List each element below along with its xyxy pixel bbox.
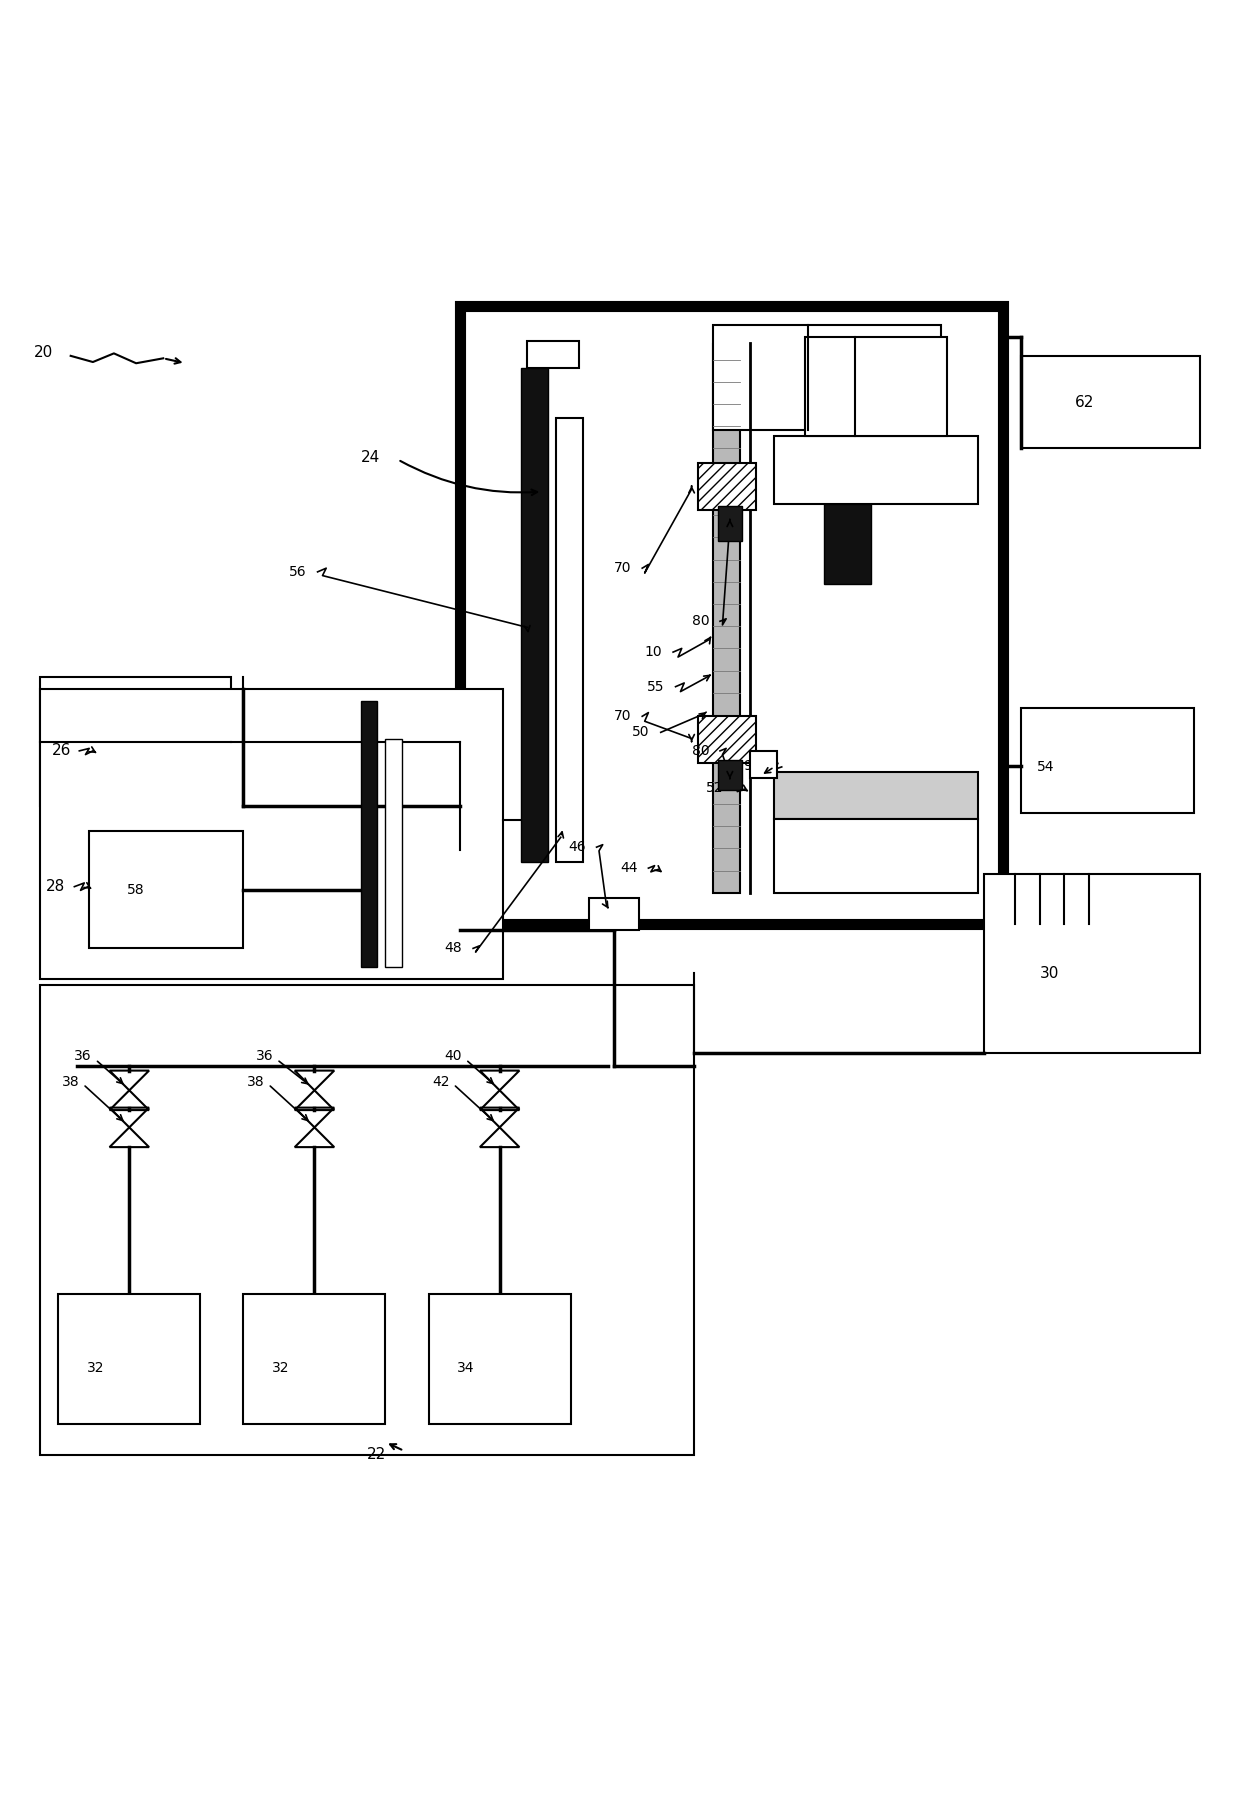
Text: 70: 70 bbox=[614, 561, 631, 575]
Text: 46: 46 bbox=[568, 840, 585, 854]
Text: 52: 52 bbox=[707, 780, 724, 795]
Bar bbox=[1022, 708, 1194, 813]
Text: 50: 50 bbox=[632, 725, 650, 739]
Text: 22: 22 bbox=[367, 1447, 386, 1462]
Bar bbox=[718, 507, 743, 541]
Text: 48: 48 bbox=[445, 942, 463, 955]
Text: 20: 20 bbox=[33, 345, 53, 360]
Text: 32: 32 bbox=[87, 1361, 104, 1375]
Bar bbox=[243, 1295, 386, 1424]
Bar bbox=[774, 818, 978, 894]
Text: 30: 30 bbox=[1039, 966, 1059, 980]
Bar bbox=[40, 689, 502, 980]
Text: 26: 26 bbox=[52, 743, 72, 759]
Bar bbox=[805, 338, 947, 437]
Bar bbox=[589, 897, 639, 930]
Bar bbox=[40, 985, 694, 1455]
Text: 58: 58 bbox=[126, 883, 144, 897]
Text: 10: 10 bbox=[645, 645, 662, 660]
Bar bbox=[527, 342, 579, 369]
Bar bbox=[89, 831, 243, 948]
Text: 80: 80 bbox=[692, 744, 709, 759]
Bar bbox=[1022, 356, 1200, 448]
Text: 55: 55 bbox=[647, 680, 665, 694]
Bar bbox=[698, 464, 756, 511]
Text: 36: 36 bbox=[74, 1048, 92, 1063]
Bar bbox=[460, 306, 1003, 924]
Bar bbox=[361, 701, 377, 967]
Text: 80: 80 bbox=[692, 615, 709, 628]
Bar bbox=[774, 437, 978, 503]
Bar bbox=[521, 369, 548, 861]
Text: 36: 36 bbox=[255, 1048, 274, 1063]
Bar bbox=[718, 759, 743, 791]
Text: 40: 40 bbox=[445, 1048, 463, 1063]
Bar bbox=[985, 874, 1200, 1054]
Bar bbox=[58, 1295, 201, 1424]
Text: 70: 70 bbox=[614, 708, 631, 723]
Bar bbox=[713, 343, 740, 894]
Text: 56: 56 bbox=[289, 565, 306, 579]
Text: 54: 54 bbox=[1037, 761, 1055, 773]
Bar bbox=[823, 503, 870, 584]
Bar bbox=[750, 752, 776, 779]
Bar bbox=[429, 1295, 570, 1424]
Bar bbox=[713, 325, 941, 430]
Text: 38: 38 bbox=[62, 1075, 79, 1090]
Text: 32: 32 bbox=[272, 1361, 289, 1375]
Bar bbox=[386, 739, 402, 967]
Text: 24: 24 bbox=[361, 450, 379, 464]
Text: 44: 44 bbox=[620, 861, 637, 876]
Text: 42: 42 bbox=[433, 1075, 450, 1090]
Bar bbox=[556, 417, 583, 861]
Text: 90: 90 bbox=[744, 759, 761, 773]
Text: 28: 28 bbox=[46, 879, 66, 894]
Text: 38: 38 bbox=[247, 1075, 265, 1090]
Text: 34: 34 bbox=[458, 1361, 475, 1375]
Bar bbox=[774, 771, 978, 818]
Text: 62: 62 bbox=[1075, 394, 1094, 410]
Bar bbox=[40, 676, 231, 807]
Bar bbox=[698, 716, 756, 762]
